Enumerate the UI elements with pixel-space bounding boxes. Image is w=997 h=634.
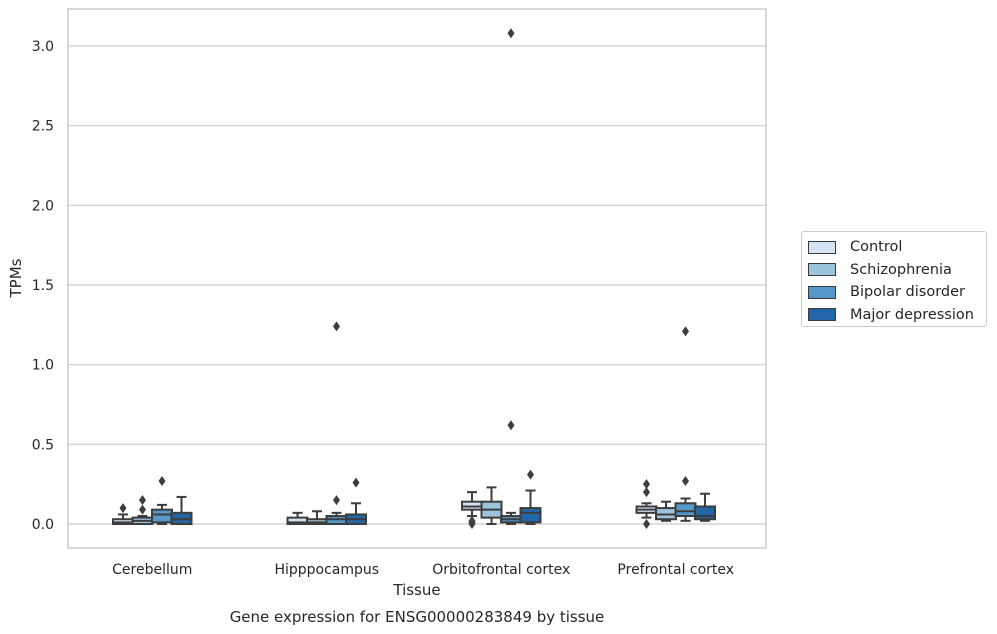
y-tick-label: 2.0 xyxy=(32,198,54,214)
legend-swatch-control xyxy=(808,240,836,254)
box-flier xyxy=(158,475,166,486)
box-body xyxy=(674,502,697,518)
box-body xyxy=(151,508,173,524)
y-tick-label: 0.0 xyxy=(32,517,54,533)
plot-frame xyxy=(67,8,767,549)
box-flier xyxy=(468,515,476,526)
plot-area xyxy=(68,9,766,548)
box-flier xyxy=(527,469,534,480)
box-flier xyxy=(333,495,340,506)
legend-label-bipolar-disorder: Bipolar disorder xyxy=(850,284,965,301)
box-flier xyxy=(333,321,340,332)
box-flier xyxy=(507,420,515,431)
legend-swatch-major-depression xyxy=(808,308,836,322)
y-tick-label: 1.5 xyxy=(32,278,54,294)
box-body xyxy=(694,505,716,521)
box-flier xyxy=(682,326,689,337)
x-axis-title: Tissue xyxy=(392,581,440,599)
box-body xyxy=(519,507,542,524)
legend-label-major-depression: Major depression xyxy=(850,306,974,323)
legend-swatch-schizophrenia xyxy=(808,263,836,277)
box-flier xyxy=(507,28,515,39)
legend-item-bipolar-disorder: Bipolar disorder xyxy=(808,281,986,304)
legend: Control Schizophrenia Bipolar disorder M… xyxy=(801,231,987,327)
box-flier xyxy=(682,475,689,486)
legend-label-schizophrenia: Schizophrenia xyxy=(850,261,952,278)
box-flier xyxy=(139,495,146,506)
box-flier xyxy=(352,477,360,488)
box-flier xyxy=(643,479,650,490)
legend-item-control: Control xyxy=(808,236,986,259)
y-axis-title: TPMs xyxy=(7,258,25,298)
x-tick-label: Hipppocampus xyxy=(274,562,379,578)
y-tick-label: 0.5 xyxy=(32,437,54,453)
x-tick-label: Orbitofrontal cortex xyxy=(432,562,570,578)
y-tick-label: 2.5 xyxy=(32,119,54,135)
legend-item-major-depression: Major depression xyxy=(808,304,986,327)
legend-swatch-bipolar-disorder xyxy=(808,285,836,299)
legend-label-control: Control xyxy=(850,239,903,256)
x-tick-label: Prefrontal cortex xyxy=(617,562,734,578)
x-tick-label: Cerebellum xyxy=(112,562,192,578)
chart-caption: Gene expression for ENSG00000283849 by t… xyxy=(230,608,605,626)
y-tick-label: 3.0 xyxy=(32,39,54,55)
y-tick-label: 1.0 xyxy=(32,358,54,374)
box-flier xyxy=(643,487,650,498)
box-flier xyxy=(139,504,146,515)
legend-item-schizophrenia: Schizophrenia xyxy=(808,259,986,282)
box-flier xyxy=(643,519,650,529)
box-flier xyxy=(119,503,127,514)
